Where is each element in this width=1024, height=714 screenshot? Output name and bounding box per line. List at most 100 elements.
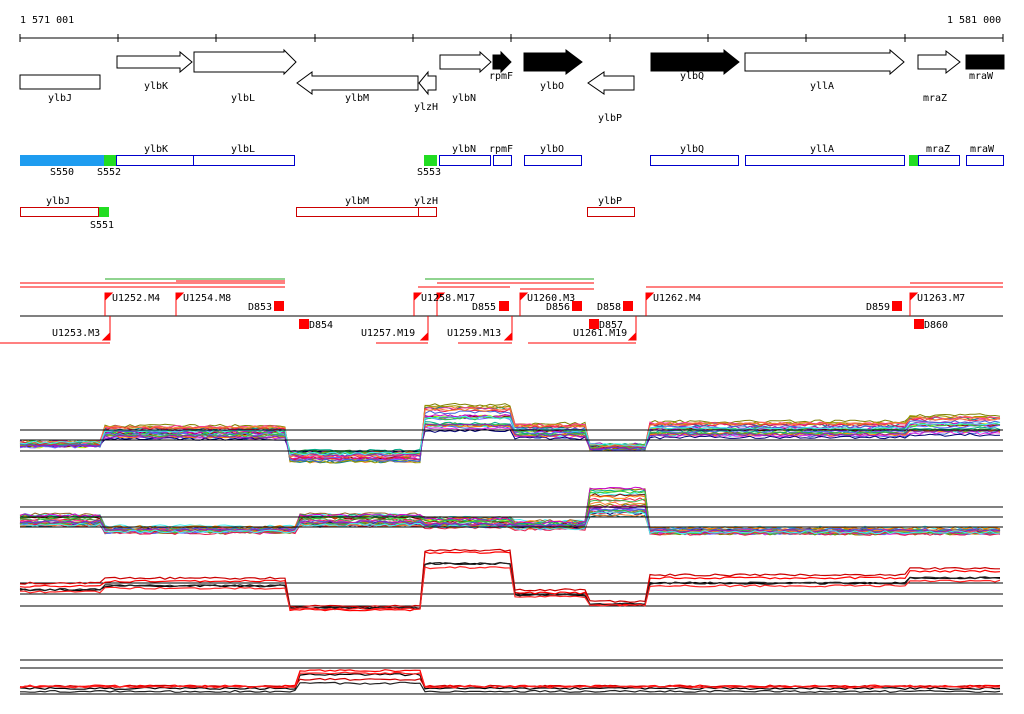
downshift-D858[interactable] [623, 301, 633, 311]
box-label-yllA: yllA [810, 144, 834, 155]
expression-profile-line [19, 548, 1000, 608]
forward-segment-track: ylbK ylbL ylbN rpmF ylbO ylbQ yllA mraZ … [20, 144, 1004, 178]
segment-label-S552: S552 [97, 167, 121, 178]
coordinate-ruler: 1 571 001 1 581 000 [19, 15, 1004, 42]
expression-profile-line [20, 423, 1001, 458]
rbox-ylbP[interactable] [587, 207, 635, 217]
gene-label-mraZ: mraZ [923, 93, 947, 104]
gene-label-ylbO: ylbO [540, 81, 564, 92]
expression-profile-line [19, 507, 1001, 532]
gene-mraZ[interactable] [917, 49, 961, 75]
box-label-ylbL: ylbL [231, 144, 255, 155]
box-ylbL[interactable] [193, 155, 295, 166]
gene-ylbJ[interactable] [19, 74, 101, 90]
gene-ylbP[interactable] [587, 71, 635, 95]
gene-ylbK[interactable] [116, 50, 193, 74]
gene-yllA[interactable] [744, 48, 905, 76]
rbox-ylbJ[interactable] [20, 207, 99, 217]
ds-label-D855: D855 [472, 302, 496, 313]
segment-green-mraZ[interactable] [909, 155, 918, 166]
gene-ylbQ[interactable] [650, 48, 740, 76]
gene-label-mraW: mraW [969, 71, 994, 82]
gene-label-ylbQ: ylbQ [680, 71, 704, 82]
gene-mraW[interactable] [965, 54, 1005, 70]
gene-label-ylbL: ylbL [231, 93, 255, 104]
box-yllA[interactable] [745, 155, 905, 166]
expression-panel-forward-multi [19, 402, 1003, 464]
expression-panel-reverse-multi [19, 486, 1003, 536]
gene-annotation-track [19, 48, 1005, 96]
rbox-label-ylbM: ylbM [345, 196, 369, 207]
expression-profile-line [20, 565, 1001, 611]
tu-label-U1253[interactable]: U1253.M3 [52, 328, 100, 339]
segment-label-S550: S550 [50, 167, 74, 178]
rbox-ylzH[interactable] [418, 207, 437, 217]
segment-label-S553: S553 [417, 167, 441, 178]
box-label-mraW: mraW [970, 144, 995, 155]
downshift-D857[interactable] [589, 319, 599, 329]
tu-label-U1258[interactable]: U1258.M17 [421, 293, 475, 304]
gene-ylbO[interactable] [523, 49, 583, 75]
expression-profile-line [20, 681, 1001, 694]
rbox-label-ylzH: ylzH [414, 196, 438, 207]
box-label-mraZ: mraZ [926, 144, 950, 155]
gene-rpmF[interactable] [492, 50, 512, 74]
tu-label-U1257[interactable]: U1257.M19 [361, 328, 415, 339]
box-ylbQ[interactable] [650, 155, 739, 166]
gene-label-ylbM: ylbM [345, 93, 369, 104]
expression-panel-reverse-summary [19, 659, 1003, 695]
tu-label-U1261[interactable]: U1261.M19 [573, 328, 627, 339]
segment-label-S551: S551 [90, 220, 114, 231]
gene-ylbL[interactable] [193, 48, 297, 76]
downshift-D853[interactable] [274, 301, 284, 311]
ds-label-D858: D858 [597, 302, 621, 313]
gene-label-ylbP: ylbP [598, 113, 622, 124]
expression-profile-line [19, 673, 1001, 691]
box-ylbK[interactable] [116, 155, 194, 166]
box-rpmF[interactable] [493, 155, 512, 166]
downshift-D854[interactable] [299, 319, 309, 329]
gene-label-ylzH: ylzH [414, 102, 438, 113]
gene-ylbM[interactable] [296, 71, 419, 95]
ds-label-D857: D857 [599, 320, 623, 331]
gene-labels: ylbJ ylbK ylbL ylbM ylzH ylbN rpmF ylbO … [48, 71, 994, 124]
gene-label-yllA: yllA [810, 81, 834, 92]
tu-label-U1260[interactable]: U1260.M3 [527, 293, 575, 304]
expression-profile-line [19, 551, 1001, 612]
gene-ylbN[interactable] [439, 50, 492, 74]
tu-label-U1262[interactable]: U1262.M4 [653, 293, 701, 304]
tu-label-U1254[interactable]: U1254.M8 [183, 293, 231, 304]
ruler-end-label: 1 581 000 [947, 15, 1001, 26]
expression-panel-forward-summary [19, 548, 1003, 612]
rbox-label-ylbJ: ylbJ [46, 196, 70, 207]
expression-profile-line [19, 407, 1001, 458]
box-mraZ[interactable] [918, 155, 960, 166]
tu-label-U1263[interactable]: U1263.M7 [917, 293, 965, 304]
segment-S553[interactable] [424, 155, 437, 166]
reverse-segment-track: ylbJ ylbM ylzH ylbP S551 [20, 196, 635, 231]
box-ylbO[interactable] [524, 155, 582, 166]
ds-label-D856: D856 [546, 302, 570, 313]
rbox-ylbM[interactable] [296, 207, 419, 217]
gene-ylzH[interactable] [418, 70, 437, 96]
tu-label-U1252[interactable]: U1252.M4 [112, 293, 160, 304]
box-label-ylbN: ylbN [452, 144, 476, 155]
tu-label-U1259[interactable]: U1259.M13 [447, 328, 501, 339]
box-label-ylbQ: ylbQ [680, 144, 704, 155]
expression-profile-line [20, 402, 1001, 461]
downshift-D855[interactable] [499, 301, 509, 311]
expression-profile-line [19, 415, 1001, 456]
box-ylbN[interactable] [439, 155, 491, 166]
segment-S551[interactable] [99, 207, 109, 217]
transcription-unit-track: U1252.M4 U1253.M3 U1254.M8 U1257.M19 U12… [0, 278, 1003, 344]
box-mraW[interactable] [966, 155, 1004, 166]
ruler-start-label: 1 571 001 [20, 15, 74, 26]
downshift-D859[interactable] [892, 301, 902, 311]
rbox-label-ylbP: ylbP [598, 196, 622, 207]
box-label-ylbK: ylbK [144, 144, 168, 155]
segment-S552[interactable] [104, 155, 116, 166]
segment-S550[interactable] [20, 155, 104, 166]
downshift-D860[interactable] [914, 319, 924, 329]
downshift-D856[interactable] [572, 301, 582, 311]
